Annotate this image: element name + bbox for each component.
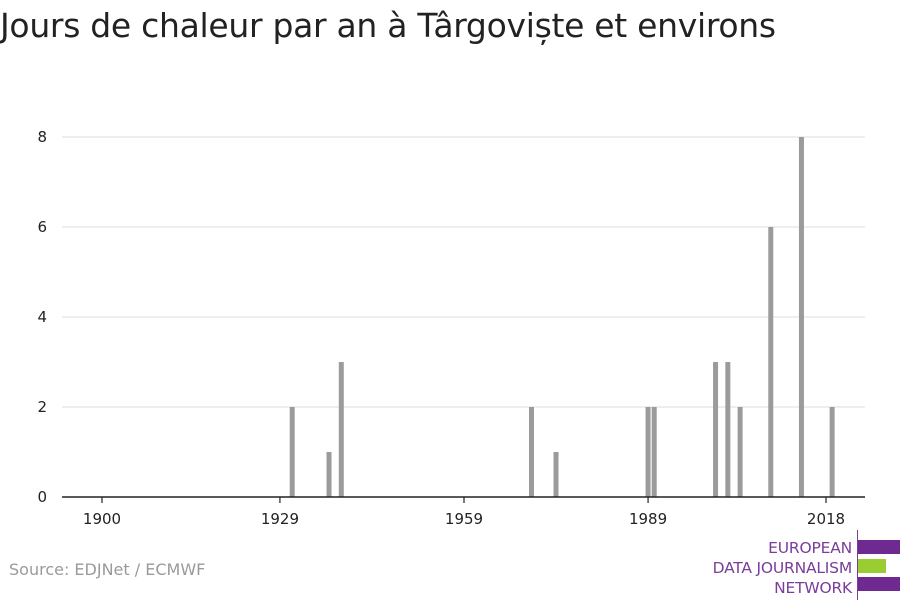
x-axis-ticks [101, 497, 827, 503]
bars [289, 137, 835, 497]
bar-1990 [651, 407, 657, 497]
logo-line-2: DATA JOURNALISM [712, 559, 853, 577]
y-tick-label-2: 2 [37, 398, 47, 416]
x-tick-label-2018: 2018 [807, 510, 845, 528]
x-tick-label-1900: 1900 [83, 510, 121, 528]
source-note: Source: EDJNet / ECMWF [9, 560, 206, 579]
x-tick-label-1959: 1959 [445, 510, 483, 528]
bar-1989 [645, 407, 651, 497]
bar-1974 [553, 452, 559, 497]
bar-1937 [326, 452, 332, 497]
bar-1939 [338, 362, 344, 497]
logo-bar-top [858, 540, 900, 554]
logo-text: EUROPEAN DATA JOURNALISM NETWORK [712, 538, 853, 598]
logo-bar-middle [858, 559, 886, 573]
bar-2019 [829, 407, 835, 497]
bar-2014 [798, 137, 804, 497]
bar-1931 [289, 407, 295, 497]
bar-2002 [725, 362, 731, 497]
logo-line-3: NETWORK [774, 579, 852, 597]
gridlines [62, 136, 865, 408]
logo-line-1: EUROPEAN [768, 539, 852, 557]
y-tick-label-8: 8 [37, 128, 47, 146]
x-tick-label-1929: 1929 [261, 510, 299, 528]
x-tick-label-1989: 1989 [629, 510, 667, 528]
y-axis-tick-labels: 0 2 4 6 8 [37, 128, 47, 506]
y-tick-label-4: 4 [37, 308, 47, 326]
logo-bar-bottom [858, 577, 900, 591]
bar-2004 [737, 407, 743, 497]
logo-divider [857, 530, 858, 600]
y-tick-label-6: 6 [37, 218, 47, 236]
bar-2000 [713, 362, 719, 497]
bar-1970 [528, 407, 534, 497]
bar-2009 [768, 227, 774, 497]
y-tick-label-0: 0 [37, 488, 47, 506]
chart-title: Jours de chaleur par an à Târgoviște et … [0, 6, 776, 45]
edjnet-logo: EUROPEAN DATA JOURNALISM NETWORK [700, 530, 900, 600]
x-axis-tick-labels: 1900 1929 1959 1989 2018 [83, 510, 845, 528]
